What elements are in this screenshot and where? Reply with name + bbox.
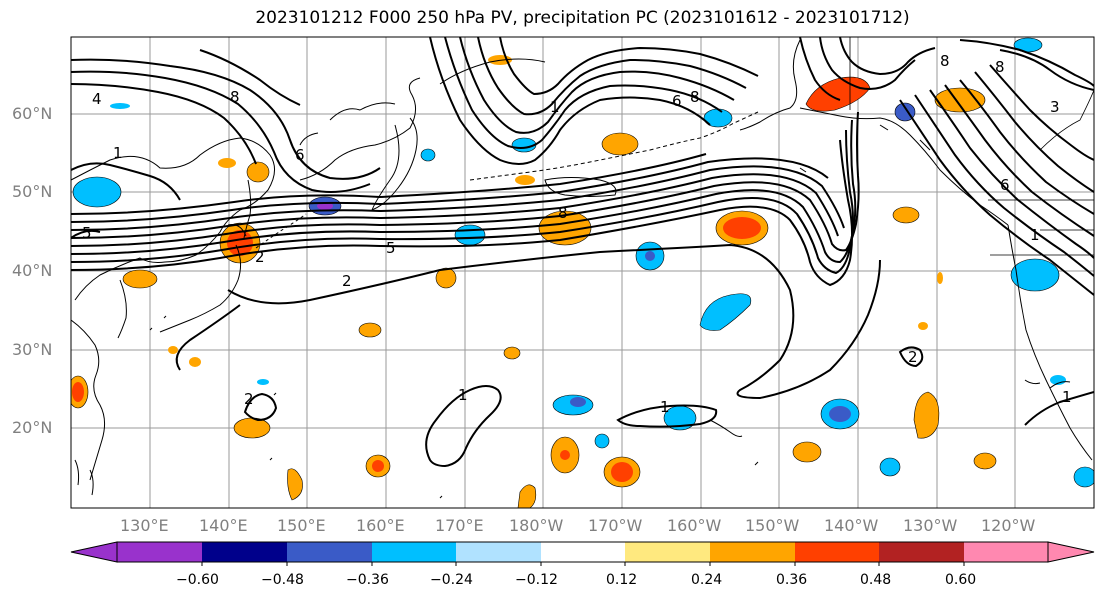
contour-label: 8 [690,88,700,106]
colorbar-segment [456,542,541,562]
contour-label: 1 [113,144,123,162]
contour-label: 1 [1030,226,1040,244]
colorbar-tick-label: 0.12 [606,572,638,588]
lat-label: 60°N [12,104,53,123]
colorbar-tick-label: 0.24 [691,572,723,588]
contour-label: 6 [295,146,305,164]
lon-label: 160°E [356,516,405,535]
colorbar-segment [541,542,625,562]
contour-label: 2 [255,248,265,266]
colorbar-segment [964,542,1048,562]
colorbar-segment [625,542,710,562]
colorbar-tick-label: −0.48 [261,572,304,588]
colorbar-extend-low [70,541,118,563]
precip-positive-areas [71,55,997,508]
colorbar [70,541,1095,566]
pv-contours [71,37,1094,468]
contour-label: 6 [1000,176,1010,194]
colorbar-segment [117,542,202,562]
contour-label: 1 [1062,388,1072,406]
colorbar-tick-label: −0.36 [346,572,389,588]
map-frame [70,36,1095,509]
colorbar-segment [287,542,372,562]
colorbar-extend-high [1047,541,1095,563]
contour-label: 5 [82,224,92,242]
contour-label: 3 [1050,98,1060,116]
lon-label: 120°W [981,516,1036,535]
contour-label: 2 [908,348,918,366]
lat-label: 20°N [12,418,53,437]
lat-label: 40°N [12,261,53,280]
contour-label: 8 [940,52,950,70]
colorbar-tick-label: −0.60 [176,572,219,588]
contour-label: 2 [244,390,254,408]
colorbar-tick-label: −0.12 [515,572,558,588]
colorbar-tick-label: 0.48 [860,572,892,588]
colorbar-tick-label: 0.60 [945,572,977,588]
lon-label: 140°E [199,516,248,535]
lon-label: 140°W [824,516,879,535]
colorbar-segment [202,542,287,562]
map-title: 2023101212 F000 250 hPa PV, precipitatio… [255,8,910,28]
contour-label: 1 [550,98,560,116]
contour-label: 5 [386,239,396,257]
lon-label: 180°W [509,516,564,535]
contour-label: 6 [672,92,682,110]
lon-label: 170°E [435,516,484,535]
lon-label: 130°W [903,516,958,535]
contour-label: 8 [558,204,568,222]
contour-label: 1 [660,398,670,416]
lat-label: 50°N [12,182,53,201]
colorbar-segment [372,542,456,562]
contour-label: 2 [342,272,352,290]
colorbar-tick-label: 0.36 [776,572,808,588]
contour-label: 8 [995,58,1005,76]
contour-label: 8 [230,88,240,106]
lon-label: 130°E [120,516,169,535]
lon-label: 160°W [667,516,722,535]
colorbar-segment [710,542,795,562]
lon-label: 150°E [277,516,326,535]
coastlines [71,37,1094,499]
colorbar-segment [879,542,964,562]
lon-label: 150°W [745,516,800,535]
contour-label: 4 [92,90,102,108]
lat-label: 30°N [12,340,53,359]
contour-labels: 4 8 1 6 5 2 8 1 8 6 8 5 2 1 1 1 2 2 6 8 … [82,52,1072,416]
colorbar-segment [795,542,879,562]
contour-label: 1 [458,386,468,404]
colorbar-tick-label: −0.24 [430,572,473,588]
lon-label: 170°W [588,516,643,535]
